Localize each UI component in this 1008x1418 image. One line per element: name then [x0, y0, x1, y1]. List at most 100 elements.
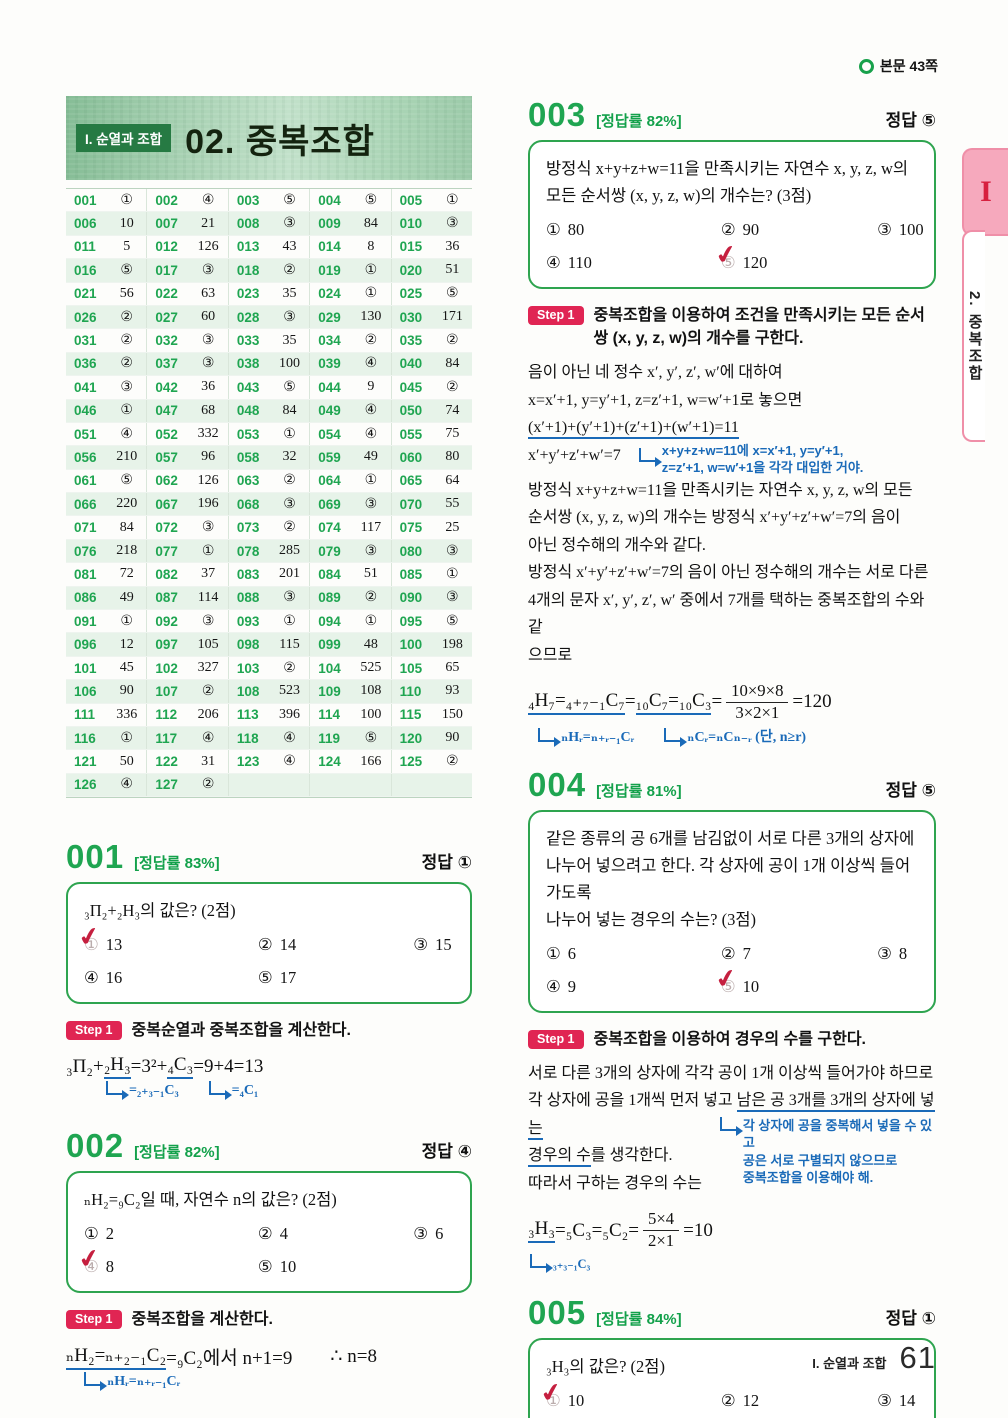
option-value: 9: [567, 976, 577, 996]
answer-cell: 016 ⑤: [66, 259, 146, 281]
question-number: 086: [74, 590, 97, 606]
question-number: 090: [399, 590, 423, 606]
question-line: 같은 종류의 공 6개를 남김없이 서로 다른 3개의 상자에: [546, 828, 915, 848]
question-number: 023: [236, 286, 260, 302]
formula-part: ₂H₃: [103, 1054, 131, 1080]
problem-001: 001 [정답률 83%] 정답 ① ₃Π₂+₂H₃의 값은? (2점) ① 13…: [66, 838, 472, 1101]
question-number: 019: [318, 262, 341, 278]
question-number: 114: [318, 707, 340, 723]
answer-value: ②: [201, 777, 215, 793]
option-value: 14: [898, 1391, 916, 1411]
answer-cell: 037 ③: [146, 352, 227, 376]
option-marker: ①: [546, 220, 561, 239]
answer-value: ②: [446, 754, 459, 770]
underlined-expression: 경우의 수: [528, 1147, 591, 1168]
answer-table-row: 091 ① 092 ③ 093 ① 094 ① 095 ⑤: [66, 610, 472, 634]
problem-003: 003 [정답률 82%] 정답 ⑤ 방정식 x+y+z+w=11을 만족시키는…: [528, 98, 936, 747]
question-number: 092: [155, 613, 178, 629]
answer-cell: 018 ②: [227, 259, 309, 282]
option-marker: ⑤: [721, 253, 736, 272]
answer-cell: 054 ④: [309, 422, 390, 446]
option-marker: ④: [546, 976, 561, 996]
option-value: 10: [567, 1391, 585, 1411]
option-marker: ①: [84, 1224, 99, 1244]
question-number: 101: [74, 660, 97, 676]
answer-value: 63: [201, 285, 216, 301]
answer-cell: 046 ①: [66, 400, 146, 422]
answer-value: ③: [446, 543, 459, 559]
side-annotation: 각 상자에 공을 중복해서 넣을 수 있고 공은 서로 구별되지 않으므로 중복…: [710, 1116, 942, 1187]
answer-cell: 004 ⑤: [309, 189, 390, 212]
step-badge: Step 1: [528, 1029, 584, 1049]
formula-annotation: ₃₊₃₋₁C₃: [528, 1254, 936, 1274]
answer-cell: 104 525: [309, 656, 390, 680]
question-number: 038: [236, 356, 260, 372]
answer-cell: 119 ⑤: [309, 726, 390, 750]
question-number: 110: [399, 683, 422, 699]
question-number: 027: [155, 309, 178, 325]
question-number: 104: [318, 660, 341, 676]
answer-value: 100: [360, 706, 382, 722]
option-value: 10: [742, 976, 760, 996]
answer-cell: 019 ①: [309, 259, 390, 282]
formula-part: =120: [792, 691, 832, 713]
formula-annotation: ₙHᵣ=ₙ₊ᵣ₋₁Cᵣ ₙCᵣ=ₙCₙ₋ᵣ (단, n≥r): [528, 726, 936, 747]
question-number: 094: [318, 613, 341, 629]
option-marker: ③: [877, 220, 892, 239]
question-number: 060: [399, 449, 423, 465]
answer-value: ⑤: [364, 192, 378, 208]
answer-cell: 049 ④: [309, 399, 390, 422]
answer-table-row: 006 10 007 21 008 ③ 009 84 010 ③: [66, 212, 472, 236]
option: ② 12: [721, 1389, 877, 1413]
answer-cell: 109 108: [309, 680, 390, 703]
answer-cell: 089 ②: [309, 586, 390, 610]
question-number: 122: [155, 754, 178, 770]
question-number: 073: [236, 520, 260, 536]
problem-number: 001: [66, 838, 125, 876]
answer-cell: 063 ②: [227, 469, 309, 493]
annotation-text: ₙHᵣ=ₙ₊ᵣ₋₁Cᵣ: [561, 729, 635, 745]
question-number: 046: [74, 403, 97, 419]
answer-cell: 053 ①: [227, 422, 309, 446]
answer-value: ①: [446, 192, 459, 208]
answer-value: ①: [120, 403, 133, 419]
answer-value: ②: [446, 379, 459, 395]
step-row: Step 1 중복조합을 계산한다.: [66, 1308, 472, 1331]
question-line: 모든 순서쌍 (x, y, z, w)의 개수는? (3점): [546, 186, 812, 205]
fraction: 10×9×8 3×2×1: [726, 681, 789, 724]
target-dot-icon: [858, 58, 874, 74]
annotation-text: ₙHᵣ=ₙ₊ᵣ₋₁Cᵣ: [107, 1374, 181, 1390]
answer-value: 84: [282, 402, 297, 418]
answer-value: ②: [201, 683, 215, 699]
side-annotation: x+y+z+w=11에 x=x′+1, y=y′+1, z=z′+1, w=w′…: [638, 442, 863, 477]
answer-value: 80: [445, 449, 460, 465]
answer-cell: 093 ①: [227, 610, 309, 633]
answer-value: ④: [364, 403, 378, 419]
question-number: 024: [318, 286, 341, 302]
answer-value: ③: [201, 262, 215, 278]
option-value: 100: [898, 220, 924, 239]
solution-body: 음이 아닌 네 정수 x′, y′, z′, w′에 대하여 x=x′+1, y…: [528, 359, 936, 669]
answer-value: ④: [364, 356, 378, 372]
question-number: 033: [236, 333, 260, 349]
question-number: 080: [399, 543, 423, 559]
question-number: 020: [399, 262, 423, 278]
option-marker: ③: [877, 943, 892, 963]
answer-cell: 105 65: [390, 656, 472, 680]
answer-cell: 008 ③: [227, 212, 309, 235]
answer-cell: 069 ③: [309, 493, 390, 516]
solution-formula: ₃H₃ =₅C₃=₅C₂= 5×4 2×1 =10: [528, 1209, 936, 1252]
question-number: 029: [318, 309, 341, 325]
answer-cell: 108 523: [227, 680, 309, 703]
annotation-text: =₄C₁: [231, 1083, 259, 1099]
question-text: ₃Π₂+₂H₃의 값은? (2점): [84, 897, 454, 924]
answer-table-row: 101 45 102 327 103 ② 104 525 105 65: [66, 656, 472, 681]
answer-cell: 010 ③: [390, 212, 472, 235]
answer-value: 171: [441, 309, 463, 325]
question-number: 042: [155, 379, 178, 395]
answer-label: 정답 ①: [421, 853, 472, 873]
answer-cell: 076 218: [66, 540, 146, 562]
